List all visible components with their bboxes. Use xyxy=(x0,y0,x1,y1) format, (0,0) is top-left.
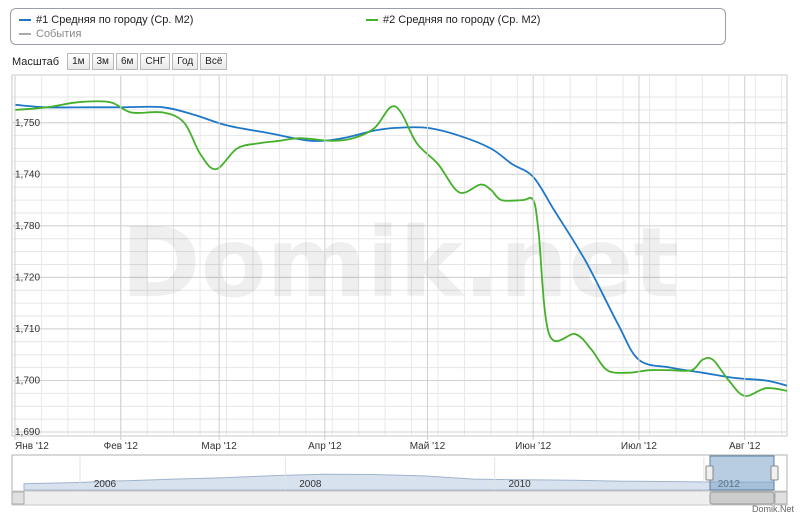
y-tick-label: 1,740 xyxy=(15,169,40,180)
zoom-all-button[interactable]: Всё xyxy=(200,53,228,70)
navigator-left-handle[interactable] xyxy=(705,465,714,481)
legend-swatch-series-2 xyxy=(366,19,378,21)
zoom-1m-button[interactable]: 1м xyxy=(67,53,90,70)
zoom-1y-button[interactable]: Год xyxy=(172,53,199,70)
y-axis-ticks: 1,750 1,740 1,780 1,720 1,710 1,700 1,690 xyxy=(15,118,40,438)
y-tick-label: 1,710 xyxy=(15,324,40,335)
navigator-year-label: 2010 xyxy=(509,479,532,490)
grid-lines xyxy=(13,76,786,435)
legend-label-events: События xyxy=(36,28,82,40)
x-tick-label: Янв '12 xyxy=(15,441,49,452)
x-tick-label: Май '12 xyxy=(410,441,446,452)
series-line-2[interactable] xyxy=(14,100,788,397)
x-tick-label: Авг '12 xyxy=(729,441,761,452)
x-axis-ticks: Янв '12 Фев '12 Мар '12 Апр '12 Май '12 Июн '… xyxy=(14,76,761,452)
scroll-left-button[interactable] xyxy=(11,491,25,505)
chart-legend: #1 Средняя по городу (Ср. М2) #2 Средняя… xyxy=(10,8,726,45)
x-tick-label: Мар '12 xyxy=(201,441,237,452)
navigator[interactable]: 2006200820102012 xyxy=(11,454,788,506)
legend-item-series-1[interactable]: #1 Средняя по городу (Ср. М2) xyxy=(19,14,193,26)
legend-label-series-2: #2 Средняя по городу (Ср. М2) xyxy=(383,14,541,26)
x-tick-label: Апр '12 xyxy=(308,441,342,452)
navigator-year-label: 2006 xyxy=(94,479,117,490)
legend-item-events[interactable]: События xyxy=(19,28,81,40)
legend-swatch-events xyxy=(19,33,31,35)
navigator-scrollbar-thumb[interactable] xyxy=(709,491,775,505)
legend-swatch-series-1 xyxy=(19,19,31,21)
zoom-ytd-button[interactable]: СНГ xyxy=(140,53,171,70)
zoom-selector: Масштаб 1м 3м 6м СНГ Год Всё xyxy=(12,53,229,70)
x-tick-label: Фев '12 xyxy=(104,441,139,452)
legend-label-series-1: #1 Средняя по городу (Ср. М2) xyxy=(36,14,194,26)
series-layer xyxy=(14,100,788,397)
y-tick-label: 1,690 xyxy=(15,427,40,438)
zoom-3m-button[interactable]: 3м xyxy=(91,53,114,70)
navigator-right-handle[interactable] xyxy=(770,465,779,481)
x-tick-label: Июн '12 xyxy=(515,441,551,452)
zoom-label: Масштаб xyxy=(12,55,60,68)
y-tick-label: 1,720 xyxy=(15,272,40,283)
navigator-selected-range[interactable] xyxy=(709,455,775,491)
x-tick-label: Июл '12 xyxy=(621,441,658,452)
watermark-text: Domik.net xyxy=(121,207,679,319)
zoom-6m-button[interactable]: 6м xyxy=(115,53,139,70)
scroll-right-button[interactable] xyxy=(774,491,788,505)
footer-brand: Domik.Net xyxy=(751,504,794,514)
y-tick-label: 1,750 xyxy=(15,118,40,129)
navigator-scrollbar[interactable] xyxy=(11,490,788,506)
series-line-1[interactable] xyxy=(14,103,788,387)
legend-item-series-2[interactable]: #2 Средняя по городу (Ср. М2) xyxy=(366,14,540,26)
y-tick-label: 1,780 xyxy=(15,221,40,232)
navigator-year-label: 2008 xyxy=(299,479,322,490)
y-tick-label: 1,700 xyxy=(15,375,40,386)
